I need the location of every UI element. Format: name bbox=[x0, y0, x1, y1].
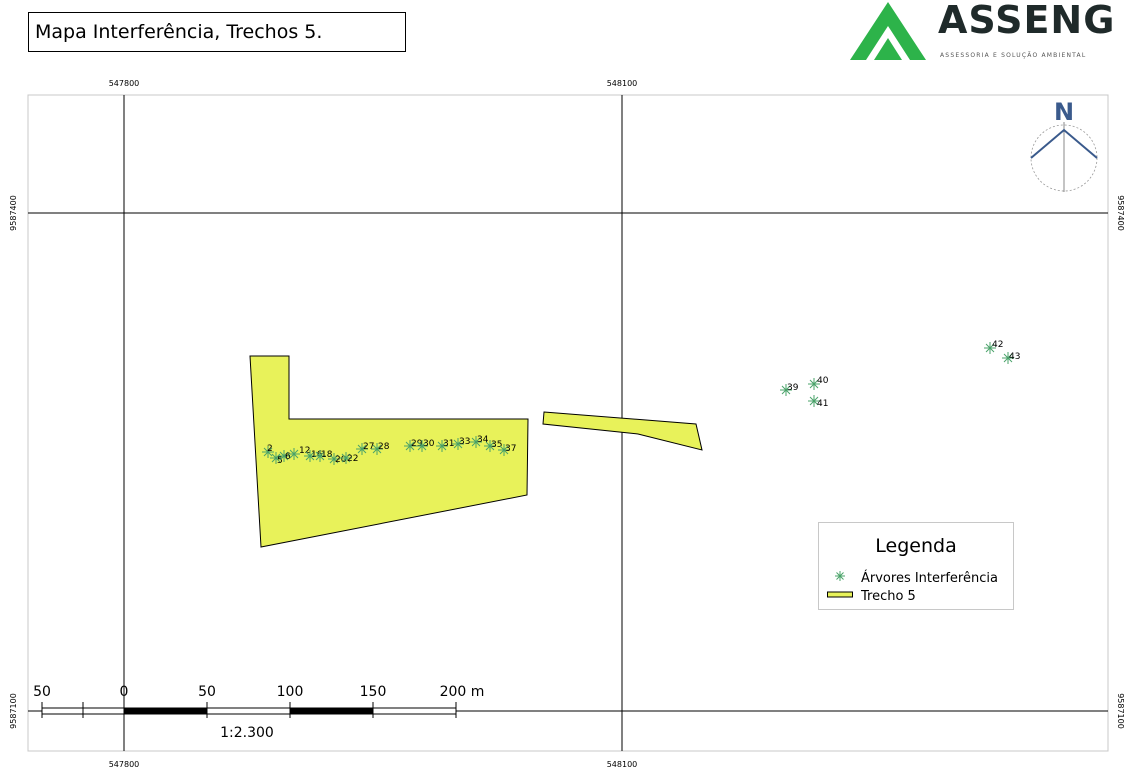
tree-marker-43[interactable]: 43 bbox=[1002, 352, 1020, 364]
tree-marker-40[interactable]: 40 bbox=[808, 376, 829, 390]
tree-marker-42[interactable]: 42 bbox=[984, 340, 1003, 354]
tree-marker-2[interactable]: 2 bbox=[262, 444, 274, 458]
tree-marker-34[interactable]: 34 bbox=[470, 435, 489, 448]
tree-label-33: 33 bbox=[459, 437, 470, 447]
trecho-5-polygon-strip[interactable] bbox=[542, 411, 703, 451]
tree-label-16: 16 bbox=[311, 450, 323, 460]
tree-label-20: 20 bbox=[335, 455, 347, 465]
tree-label-40: 40 bbox=[817, 376, 829, 386]
grid-label-right-9587100: 9587100 bbox=[1116, 693, 1125, 729]
tree-icon bbox=[835, 571, 845, 581]
tree-marker-37[interactable]: 37 bbox=[498, 444, 516, 456]
tree-label-30: 30 bbox=[423, 439, 435, 449]
legend-label-trecho: Trecho 5 bbox=[861, 589, 916, 604]
tree-label-6: 6 bbox=[285, 452, 291, 462]
tree-label-12: 12 bbox=[299, 446, 310, 456]
tree-label-22: 22 bbox=[347, 454, 358, 464]
legend-label-trees: Árvores Interferência bbox=[861, 570, 998, 586]
tree-label-28: 28 bbox=[378, 442, 390, 452]
tree-marker-41[interactable]: 41 bbox=[808, 395, 828, 409]
tree-marker-29[interactable]: 29 bbox=[404, 439, 423, 452]
grid-label-bottom-548100: 548100 bbox=[607, 760, 638, 769]
tree-marker-20[interactable]: 20 bbox=[328, 453, 347, 465]
grid-label-top-547800: 547800 bbox=[109, 79, 140, 88]
trecho-5-polygon-main[interactable] bbox=[249, 355, 529, 548]
tree-marker-12[interactable]: 12 bbox=[288, 446, 310, 460]
scale-label-200m: 200 m bbox=[440, 684, 485, 700]
tree-marker-31[interactable]: 31 bbox=[436, 439, 454, 452]
tree-marker-28[interactable]: 28 bbox=[371, 442, 390, 455]
tree-label-39: 39 bbox=[787, 383, 799, 393]
scale-ratio: 1:2.300 bbox=[220, 725, 274, 741]
tree-label-42: 42 bbox=[992, 340, 1003, 350]
asseng-logo: ASSENG ASSESSORIA E SOLUÇÃO AMBIENTAL bbox=[848, 0, 1114, 66]
legend: Legenda Árvores Interferência Trecho 5 bbox=[818, 522, 1014, 610]
asseng-logo-mark-icon bbox=[850, 2, 926, 60]
scale-label-100: 100 bbox=[277, 684, 304, 700]
tree-marker-33[interactable]: 33 bbox=[452, 437, 470, 450]
tree-marker-22[interactable]: 22 bbox=[340, 452, 358, 464]
tree-label-29: 29 bbox=[411, 439, 423, 449]
tree-label-18: 18 bbox=[321, 450, 333, 460]
scale-label-50: 50 bbox=[198, 684, 216, 700]
north-arrow-icon: N bbox=[1030, 98, 1098, 192]
grid-label-left-9587400: 9587400 bbox=[9, 195, 18, 231]
grid-label-right-9587400: 9587400 bbox=[1116, 195, 1125, 231]
tree-marker-39[interactable]: 39 bbox=[780, 383, 799, 396]
scale-label-150: 150 bbox=[360, 684, 387, 700]
tree-marker-35[interactable]: 35 bbox=[484, 440, 502, 452]
scale-bar: 50 0 50 100 150 200 m 1:2.300 bbox=[33, 684, 484, 741]
north-arrow-label: N bbox=[1054, 98, 1074, 126]
grid-label-left-9587100: 9587100 bbox=[9, 693, 18, 729]
map-frame bbox=[27, 94, 1109, 752]
tree-label-41: 41 bbox=[817, 399, 828, 409]
tree-label-2: 2 bbox=[267, 444, 273, 454]
grid-label-bottom-547800: 547800 bbox=[109, 760, 140, 769]
grid-label-top-548100: 548100 bbox=[607, 79, 638, 88]
legend-title: Legenda bbox=[875, 535, 957, 557]
tree-label-34: 34 bbox=[477, 435, 489, 445]
tree-label-43: 43 bbox=[1009, 352, 1020, 362]
scale-label-neg50: 50 bbox=[33, 684, 51, 700]
tree-label-27: 27 bbox=[363, 442, 374, 452]
tree-label-5: 5 bbox=[277, 456, 283, 466]
tree-label-31: 31 bbox=[443, 439, 454, 449]
tree-label-35: 35 bbox=[491, 440, 502, 450]
logo-wordmark: ASSENG bbox=[938, 0, 1116, 42]
tree-marker-30[interactable]: 30 bbox=[416, 439, 435, 452]
polygon-swatch-icon bbox=[827, 591, 853, 598]
tree-label-37: 37 bbox=[505, 444, 516, 454]
legend-item-trees: Árvores Interferência bbox=[827, 569, 998, 587]
tree-marker-6[interactable]: 6 bbox=[278, 450, 291, 462]
tree-marker-18[interactable]: 18 bbox=[314, 450, 333, 462]
map-title: Mapa Interferência, Trechos 5. bbox=[28, 12, 406, 52]
tree-marker-27[interactable]: 27 bbox=[356, 442, 374, 455]
legend-item-trecho: Trecho 5 bbox=[827, 589, 916, 604]
tree-marker-5[interactable]: 5 bbox=[270, 452, 283, 466]
logo-subtitle: ASSESSORIA E SOLUÇÃO AMBIENTAL bbox=[940, 52, 1087, 59]
scale-label-0: 0 bbox=[120, 684, 129, 700]
